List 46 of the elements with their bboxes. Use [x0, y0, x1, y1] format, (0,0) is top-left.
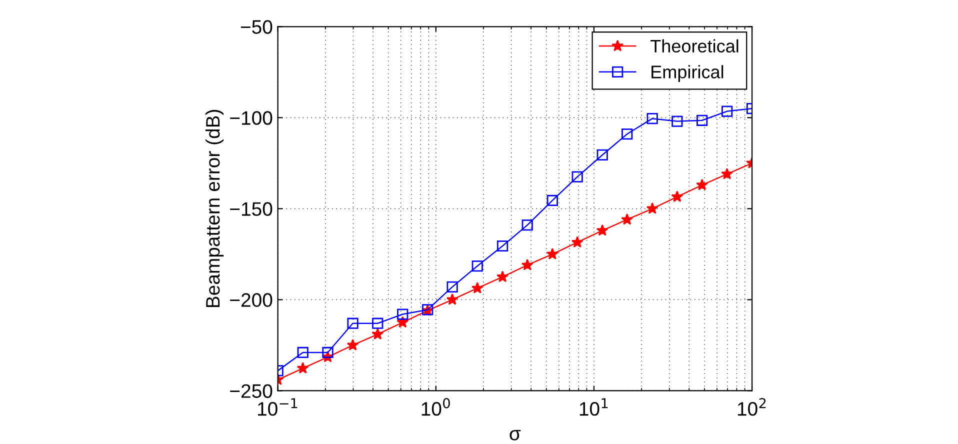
point [296, 362, 309, 374]
point [446, 281, 458, 293]
point [396, 316, 409, 328]
point [671, 190, 684, 202]
point [696, 114, 708, 126]
point [621, 213, 634, 225]
legend-label: Empirical [652, 65, 724, 82]
point [622, 128, 633, 140]
x-tick-label: 10$^{1}$ [580, 398, 608, 416]
point [346, 338, 359, 350]
point [496, 270, 509, 282]
point [546, 194, 558, 206]
y-tick-label: −200 [230, 293, 272, 307]
point [372, 318, 384, 329]
y-tick-label: −250 [230, 384, 272, 398]
point [322, 346, 334, 358]
point [596, 224, 608, 236]
point [521, 258, 534, 270]
point [347, 318, 358, 329]
x-tick-label: 10$^{2}$ [738, 398, 766, 416]
point [571, 236, 584, 248]
y-tick-label: −150 [230, 202, 272, 216]
point [372, 328, 384, 340]
point [522, 220, 533, 231]
point [446, 293, 458, 305]
point [672, 116, 683, 127]
legend-label: Theoretical [650, 39, 738, 53]
point [297, 346, 308, 358]
point [721, 168, 734, 180]
point [572, 171, 583, 182]
y-tick-label: −100 [230, 111, 272, 125]
point [471, 282, 484, 294]
point [696, 178, 708, 190]
point [646, 202, 658, 214]
y-tick-label: −50 [240, 20, 272, 34]
point [472, 260, 483, 272]
point [646, 113, 658, 124]
x-tick-label: 10$^{−1}$ [258, 398, 298, 416]
point [397, 308, 408, 320]
y-axis-title: Beampattern error (dB) [205, 110, 224, 308]
point [721, 106, 733, 117]
x-axis-title: σ [510, 430, 521, 440]
point [596, 149, 608, 161]
x-tick-label: 10$^{0}$ [422, 398, 450, 416]
point [496, 240, 508, 252]
point [546, 248, 558, 260]
